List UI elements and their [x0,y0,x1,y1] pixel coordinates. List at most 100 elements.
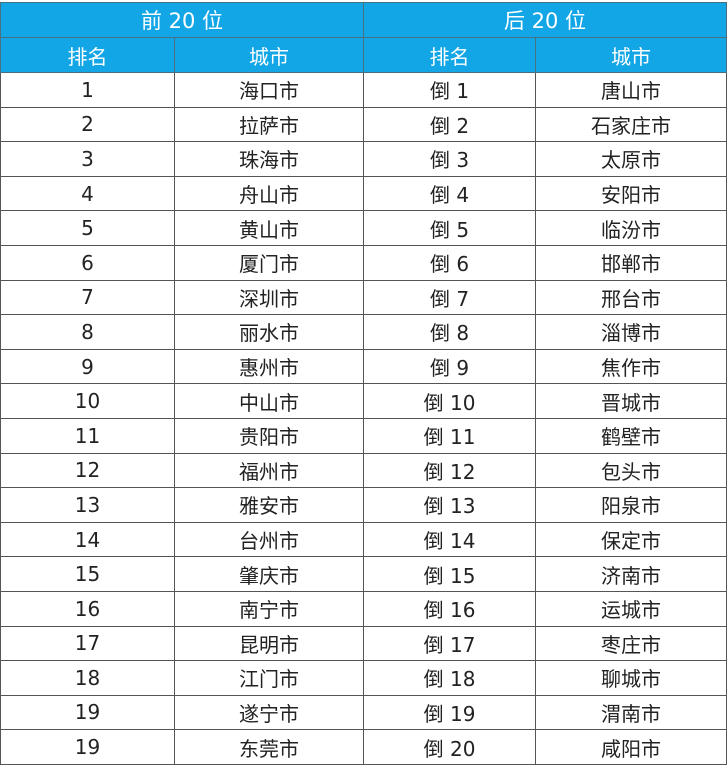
table-row: 17 昆明市倒 17 枣庄市 [0,625,727,662]
bottom-city-cell: 邯郸市 [535,244,727,281]
top-rank-cell: 13 [0,487,175,523]
table-row: 5 黄山市倒 5 临汾市 [0,210,727,246]
table-row: 9 惠州市倒 9 焦作市 [0,348,727,385]
table-row: 6 厦门市倒 6 邯郸市 [0,244,727,281]
top-rank-cell: 12 [0,452,175,489]
top-city-cell: 拉萨市 [173,106,365,143]
bottom-rank-cell: 倒 18 [363,660,537,696]
top-rank-cell: 8 [0,314,175,350]
bottom-city-cell: 太原市 [535,141,727,177]
table-row: 10 中山市倒 10 晋城市 [0,383,727,419]
top-city-header: 城市 [173,37,365,73]
bottom-rank-cell: 倒 7 [363,279,537,316]
top-city-cell: 厦门市 [173,244,365,281]
top-city-cell: 舟山市 [173,175,365,212]
bottom-city-header: 城市 [535,37,727,73]
top-city-cell: 海口市 [173,72,365,108]
top-city-cell: 中山市 [173,383,365,419]
bottom-city-cell: 安阳市 [535,175,727,212]
bottom-rank-cell: 倒 4 [363,175,537,212]
table-row: 13 雅安市倒 13 阳泉市 [0,487,727,523]
table-row: 19 遂宁市倒 19 渭南市 [0,694,727,731]
bottom-city-cell: 晋城市 [535,383,727,419]
table-row: 8 丽水市倒 8 淄博市 [0,314,727,350]
top-city-cell: 丽水市 [173,314,365,350]
bottom-city-cell: 阳泉市 [535,487,727,523]
top-city-cell: 江门市 [173,660,365,696]
bottom-rank-cell: 倒 20 [363,729,537,765]
bottom-city-cell: 石家庄市 [535,106,727,143]
bottom-city-cell: 运城市 [535,590,727,627]
top-city-cell: 东莞市 [173,729,365,765]
bottom-rank-cell: 倒 2 [363,106,537,143]
bottom-rank-cell: 倒 12 [363,452,537,489]
top-rank-cell: 5 [0,210,175,246]
top-rank-cell: 1 [0,72,175,108]
top-rank-cell: 11 [0,417,175,454]
top-rank-cell: 19 [0,729,175,765]
top-rank-cell: 4 [0,175,175,212]
table-row: 2 拉萨市倒 2 石家庄市 [0,106,727,143]
bottom-city-cell: 咸阳市 [535,729,727,765]
bottom-rank-cell: 倒 3 [363,141,537,177]
bottom-rank-cell: 倒 15 [363,556,537,592]
top-city-cell: 肇庆市 [173,556,365,592]
top-rank-header: 排名 [0,37,175,73]
top-rank-cell: 6 [0,244,175,281]
bottom-rank-cell: 倒 19 [363,694,537,731]
bottom-city-cell: 淄博市 [535,314,727,350]
bottom-city-cell: 保定市 [535,521,727,558]
bottom-city-cell: 临汾市 [535,210,727,246]
table-row: 16 南宁市倒 16 运城市 [0,590,727,627]
top-20-header: 前 20 位 [0,2,365,38]
table-row: 4 舟山市倒 4 安阳市 [0,175,727,212]
top-rank-cell: 17 [0,625,175,662]
table-row: 7 深圳市倒 7 邢台市 [0,279,727,316]
bottom-rank-cell: 倒 10 [363,383,537,419]
top-city-cell: 昆明市 [173,625,365,662]
top-city-cell: 深圳市 [173,279,365,316]
bottom-rank-cell: 倒 9 [363,348,537,385]
table-row: 11 贵阳市倒 11 鹤壁市 [0,417,727,454]
table-row: 19 东莞市倒 20 咸阳市 [0,729,727,765]
top-rank-cell: 7 [0,279,175,316]
top-rank-cell: 19 [0,694,175,731]
bottom-city-cell: 唐山市 [535,72,727,108]
bottom-city-cell: 聊城市 [535,660,727,696]
bottom-rank-cell: 倒 11 [363,417,537,454]
bottom-rank-cell: 倒 1 [363,72,537,108]
top-rank-cell: 16 [0,590,175,627]
top-rank-cell: 3 [0,141,175,177]
top-city-cell: 遂宁市 [173,694,365,731]
top-city-cell: 台州市 [173,521,365,558]
bottom-rank-cell: 倒 14 [363,521,537,558]
bottom-rank-cell: 倒 17 [363,625,537,662]
bottom-rank-cell: 倒 6 [363,244,537,281]
bottom-city-cell: 鹤壁市 [535,417,727,454]
bottom-city-cell: 渭南市 [535,694,727,731]
bottom-rank-cell: 倒 5 [363,210,537,246]
bottom-rank-cell: 倒 8 [363,314,537,350]
bottom-city-cell: 枣庄市 [535,625,727,662]
top-city-cell: 南宁市 [173,590,365,627]
table-row: 18 江门市倒 18 聊城市 [0,660,727,696]
bottom-rank-cell: 倒 13 [363,487,537,523]
bottom-rank-header: 排名 [363,37,537,73]
top-city-cell: 福州市 [173,452,365,489]
top-city-cell: 雅安市 [173,487,365,523]
top-rank-cell: 18 [0,660,175,696]
bottom-20-header: 后 20 位 [363,2,727,38]
table-row: 15 肇庆市倒 15 济南市 [0,556,727,592]
top-rank-cell: 15 [0,556,175,592]
bottom-city-cell: 包头市 [535,452,727,489]
top-rank-cell: 10 [0,383,175,419]
top-city-cell: 惠州市 [173,348,365,385]
table-row: 1 海口市倒 1 唐山市 [0,72,727,108]
top-rank-cell: 14 [0,521,175,558]
top-city-cell: 珠海市 [173,141,365,177]
table-row: 12 福州市倒 12 包头市 [0,452,727,489]
table-row: 3 珠海市倒 3 太原市 [0,141,727,177]
top-city-cell: 黄山市 [173,210,365,246]
table-row: 14 台州市倒 14 保定市 [0,521,727,558]
